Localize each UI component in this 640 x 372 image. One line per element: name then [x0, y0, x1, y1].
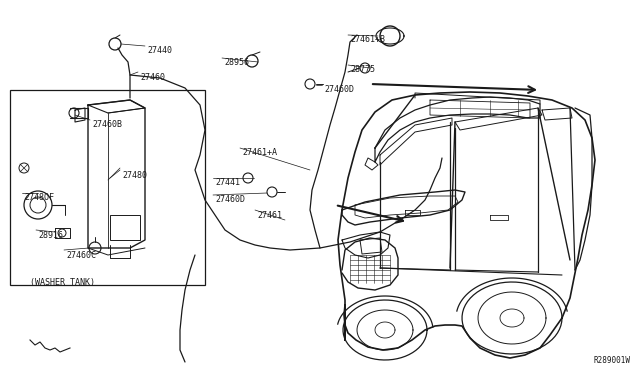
- Text: 28775: 28775: [350, 65, 375, 74]
- Text: 27461+B: 27461+B: [350, 35, 385, 44]
- Bar: [10, 90, 205, 285]
- Text: 27461: 27461: [257, 211, 282, 220]
- Text: 28956: 28956: [224, 58, 249, 67]
- Text: 27441: 27441: [215, 178, 240, 187]
- Text: 2748OF: 2748OF: [24, 193, 54, 202]
- Text: 27440: 27440: [147, 46, 172, 55]
- Text: R289001W: R289001W: [593, 356, 630, 365]
- Text: 27461+A: 27461+A: [242, 148, 277, 157]
- Text: 27460C: 27460C: [66, 251, 96, 260]
- Text: (WASHER TANK): (WASHER TANK): [30, 278, 95, 287]
- Text: 28916: 28916: [38, 231, 63, 240]
- Text: 27460: 27460: [140, 73, 165, 82]
- Text: 27480: 27480: [122, 171, 147, 180]
- Bar: [110, 215, 140, 240]
- Text: 27460B: 27460B: [92, 120, 122, 129]
- Text: 27460D: 27460D: [324, 85, 354, 94]
- Text: 27460D: 27460D: [215, 195, 245, 204]
